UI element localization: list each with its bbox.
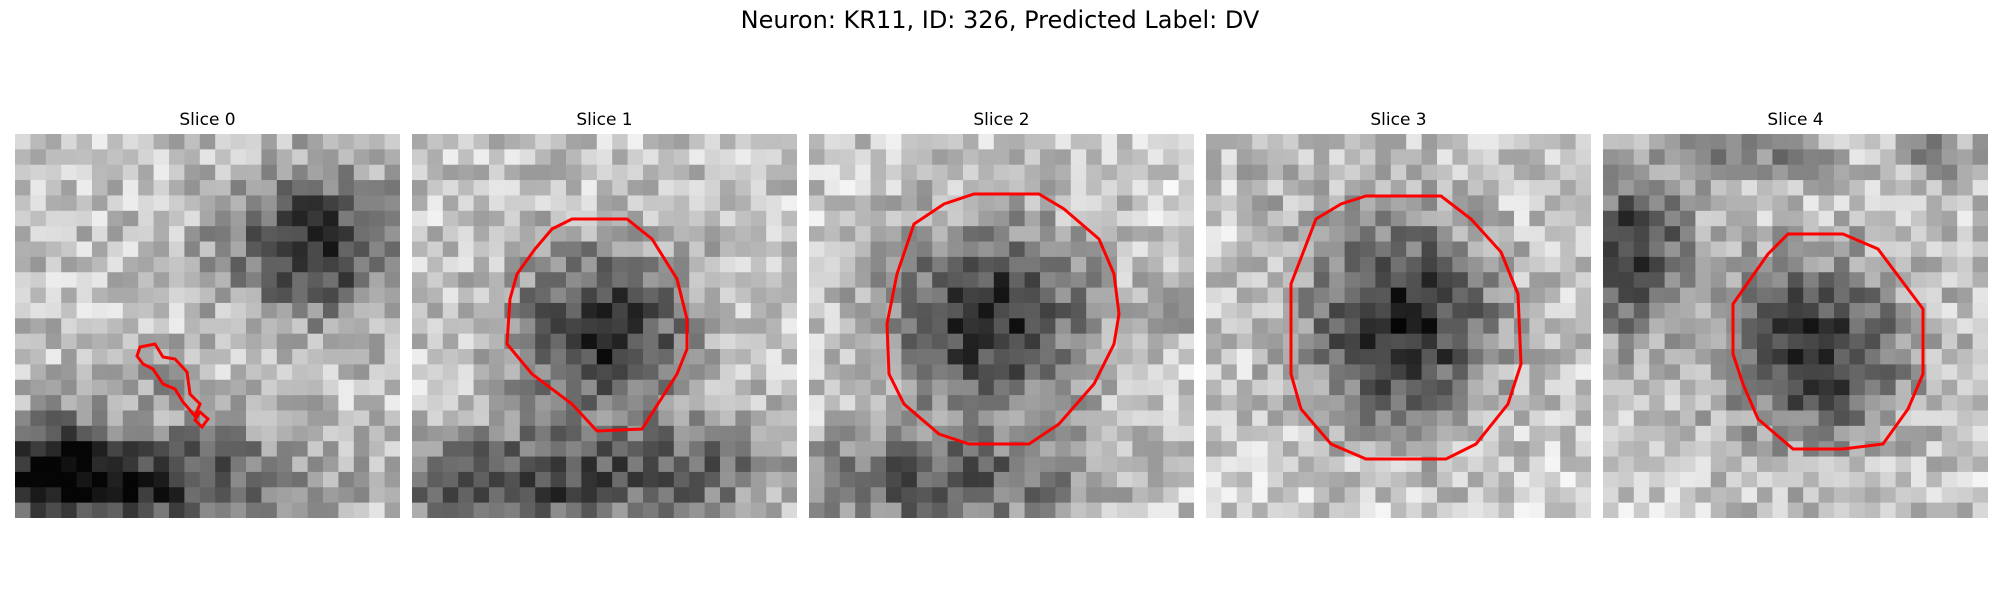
slice-1-image bbox=[412, 134, 797, 518]
slice-3-image bbox=[1206, 134, 1591, 518]
slice-1-image-panel bbox=[412, 134, 797, 518]
slice-3-roi-contour bbox=[1289, 194, 1523, 461]
slice-0-roi-contour-1 bbox=[193, 409, 211, 430]
slice-4-image-panel bbox=[1603, 134, 1988, 518]
slice-4-roi-contour bbox=[1731, 232, 1925, 451]
slice-2-title: Slice 2 bbox=[973, 110, 1030, 130]
slice-0-title: Slice 0 bbox=[179, 110, 236, 130]
slice-4-title: Slice 4 bbox=[1767, 110, 1824, 130]
slice-2-roi-contour bbox=[885, 192, 1121, 446]
slice-0-image-panel bbox=[15, 134, 400, 518]
slice-2-image bbox=[809, 134, 1194, 518]
slice-1-title: Slice 1 bbox=[576, 110, 633, 130]
figure-title: Neuron: KR11, ID: 326, Predicted Label: … bbox=[740, 6, 1260, 34]
slice-3-image-panel bbox=[1206, 134, 1591, 518]
slice-4-image bbox=[1603, 134, 1988, 518]
slice-1-roi-contour bbox=[505, 217, 689, 433]
slice-0-image bbox=[15, 134, 400, 518]
slice-3-title: Slice 3 bbox=[1370, 110, 1427, 130]
slice-2-image-panel bbox=[809, 134, 1194, 518]
slice-0-roi-contour bbox=[135, 342, 202, 419]
